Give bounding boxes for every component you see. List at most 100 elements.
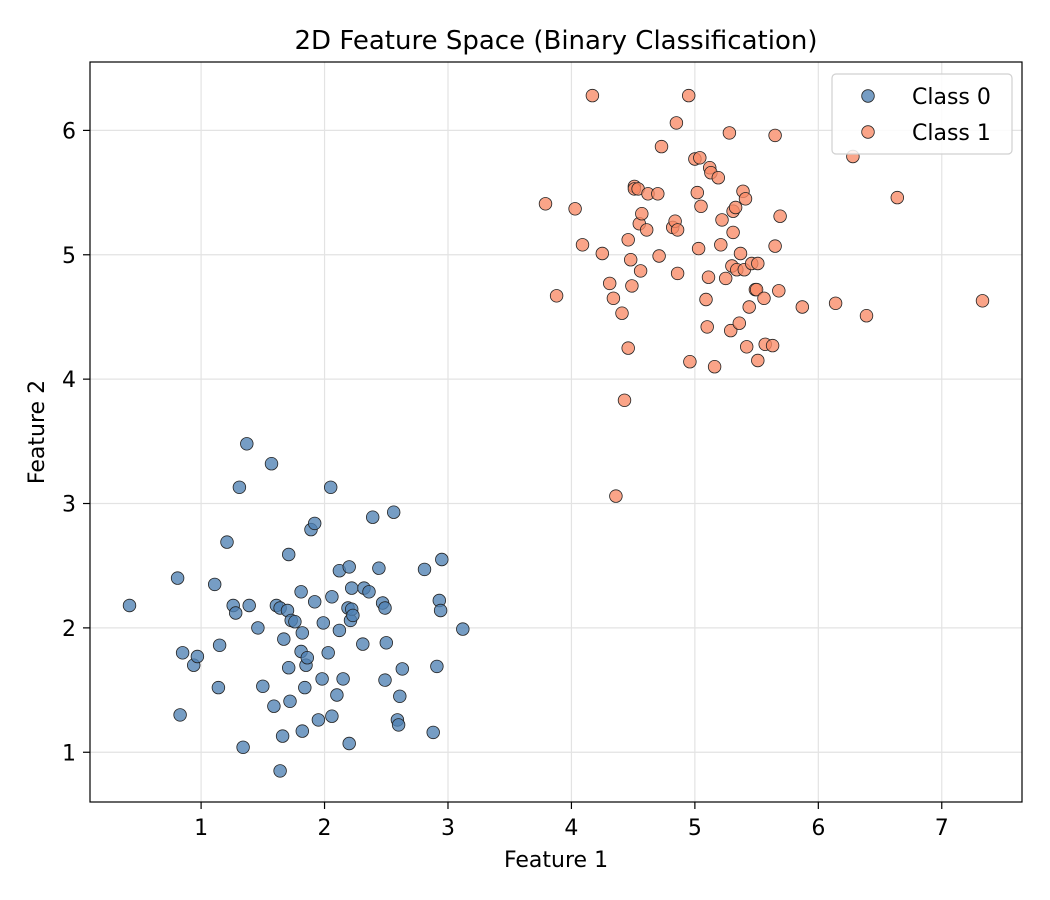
data-point-class-1 [751,353,765,368]
data-point-class-0 [275,729,290,743]
data-point-class-0 [236,740,250,755]
data-point-class-1 [711,170,726,185]
data-point-class-0 [378,673,392,687]
data-point-class-0 [122,598,137,613]
data-point-class-1 [724,323,738,338]
data-point-class-1 [693,151,707,165]
data-point-class-1 [773,209,787,223]
data-point-class-0 [308,516,322,531]
data-point-class-1 [538,197,553,211]
data-point-class-0 [366,510,380,524]
data-point-class-1 [654,139,669,154]
data-point-class-0 [277,632,291,646]
data-point-class-0 [435,552,449,567]
data-point-class-1 [568,202,582,216]
legend: Class 0 Class 1 [831,73,1013,155]
data-point-class-1 [640,223,654,237]
data-point-class-1 [707,360,722,374]
data-point-class-1 [615,306,629,320]
data-point-class-1 [683,355,697,369]
x-tick-label: 7 [935,816,949,841]
data-point-class-0 [325,709,339,723]
data-point-class-1 [975,294,990,308]
data-point-class-0 [393,689,407,704]
data-point-class-0 [175,646,190,660]
data-point-class-1 [585,88,600,103]
data-point-class-1 [682,88,696,103]
data-point-class-1 [609,489,623,503]
data-point-class-1 [669,116,684,130]
data-point-class-0 [308,595,322,609]
x-axis-label: Feature 1 [504,848,608,873]
data-point-class-1 [624,253,638,267]
legend-marker [861,89,875,103]
legend-label: Class 0 [912,85,991,110]
y-tick-label: 6 [62,119,76,144]
data-point-class-0 [430,659,444,674]
axis-ticks: 1 2 3 4 5 6 7 1 2 3 4 5 6 [62,119,949,841]
data-point-class-0 [300,651,315,665]
x-tick-label: 2 [318,816,332,841]
data-point-class-1 [617,393,632,408]
legend-marker [861,125,875,139]
data-point-class-0 [283,694,297,709]
data-point-class-0 [378,601,392,615]
data-point-class-0 [391,718,406,732]
legend-label: Class 1 [912,121,991,146]
data-point-class-0 [295,724,310,738]
data-point-class-0 [273,764,287,778]
data-point-class-0 [288,615,302,629]
data-point-class-1 [890,190,905,205]
data-point-class-1 [700,320,714,334]
data-point-class-1 [719,271,733,286]
data-point-class-1 [690,185,705,200]
data-point-class-0 [256,679,270,694]
data-point-class-1 [606,291,621,306]
data-point-class-1 [595,246,610,261]
data-point-class-1 [691,241,706,256]
y-tick-label: 5 [62,244,76,269]
data-point-class-1 [740,340,754,354]
data-point-class-1 [625,279,639,293]
data-point-class-1 [670,223,685,237]
data-point-class-0 [332,623,347,638]
data-point-class-1 [728,200,743,215]
x-tick-label: 5 [688,816,702,841]
y-axis-label: Feature 2 [25,380,50,484]
data-point-class-1 [621,341,635,355]
data-point-class-1 [701,270,716,284]
data-point-class-1 [765,338,780,353]
data-point-class-0 [315,672,329,686]
data-point-class-1 [751,256,765,271]
data-point-class-1 [603,276,617,291]
data-point-class-1 [732,316,747,330]
data-point-class-0 [342,736,356,751]
data-point-class-0 [190,649,205,664]
data-point-class-0 [311,713,326,727]
data-point-class-1 [670,266,685,281]
data-point-class-0 [294,585,308,599]
data-point-class-0 [456,622,470,636]
data-point-class-1 [699,292,713,307]
data-point-class-0 [207,577,222,592]
data-point-class-1 [651,187,665,201]
data-point-class-1 [742,300,756,314]
data-point-class-0 [387,505,401,519]
data-point-class-0 [346,608,360,623]
y-tick-label: 2 [62,617,76,642]
data-point-class-1 [694,199,708,214]
data-point-class-1 [738,192,753,206]
data-point-class-1 [733,246,748,261]
data-point-class-0 [211,680,226,695]
data-point-class-0 [240,437,254,451]
data-point-class-0 [228,606,243,620]
data-point-class-0 [345,581,359,595]
data-point-class-1 [722,126,737,140]
data-point-class-0 [220,535,234,549]
data-point-class-0 [356,637,370,651]
data-point-class-0 [362,585,376,599]
data-points [122,88,990,778]
y-tick-label: 3 [62,493,76,518]
data-point-class-0 [173,708,187,722]
